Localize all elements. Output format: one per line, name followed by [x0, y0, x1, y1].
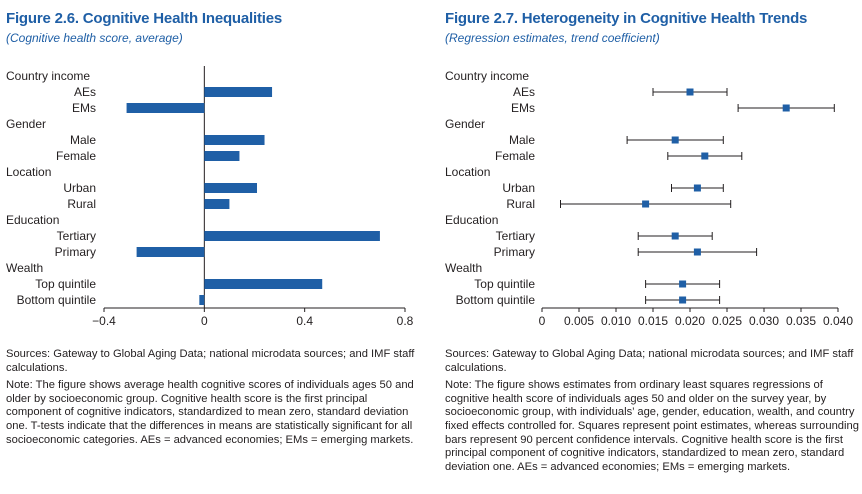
figure-title: Figure 2.6. Cognitive Health Inequalitie…	[6, 10, 283, 27]
x-tick-label: 0	[201, 314, 208, 328]
note-text: Note: The figure shows estimates from or…	[445, 379, 859, 473]
x-tick-label: 0.040	[823, 314, 853, 328]
group-label: Country income	[445, 69, 529, 83]
category-label: Tertiary	[496, 229, 535, 243]
figure-subtitle: (Cognitive health score, average)	[6, 31, 183, 45]
category-label: Top quintile	[35, 277, 96, 291]
category-label: Urban	[502, 181, 535, 195]
figure-2-6-panel: Figure 2.6. Cognitive Health Inequalitie…	[0, 0, 425, 494]
bar	[136, 247, 205, 257]
interval-chart: Country income AEs EMs Gender Male Female Loca…	[445, 69, 853, 328]
x-tick-label: 0.025	[712, 314, 742, 328]
bar	[204, 183, 258, 193]
point-estimate	[671, 136, 679, 144]
sources-text: Sources: Gateway to Global Aging Data; n…	[445, 348, 854, 374]
x-tick-label: 0.020	[675, 314, 705, 328]
point-estimate	[642, 200, 650, 208]
category-label: Urban	[63, 181, 96, 195]
category-label: AEs	[513, 85, 535, 99]
figure-notes: Sources: Gateway to Global Aging Data; n…	[445, 348, 859, 478]
point-estimate	[686, 88, 694, 96]
point-estimate	[679, 280, 687, 288]
category-label: AEs	[74, 85, 96, 99]
bar	[126, 103, 205, 113]
point-estimate	[782, 104, 790, 112]
category-label: Female	[56, 149, 96, 163]
point-estimate	[679, 296, 687, 304]
x-tick-label: 0.030	[749, 314, 779, 328]
bar	[204, 87, 273, 97]
bar	[204, 231, 380, 241]
figure-2-7-panel: Figure 2.7. Heterogeneity in Cognitive H…	[437, 0, 862, 494]
bar	[204, 151, 240, 161]
figure-notes: Sources: Gateway to Global Aging Data; n…	[6, 348, 418, 451]
bar-chart: Country income AEs EMs Gender Male Female Loca…	[6, 66, 414, 328]
group-label: Gender	[6, 117, 46, 131]
category-label: Bottom quintile	[17, 293, 97, 307]
sources-text: Sources: Gateway to Global Aging Data; n…	[6, 348, 415, 374]
bar	[204, 279, 323, 289]
group-label: Country income	[6, 69, 90, 83]
point-estimate	[701, 152, 709, 160]
group-label: Gender	[445, 117, 485, 131]
x-tick-label: 0.015	[638, 314, 668, 328]
x-tick-label: 0.4	[296, 314, 313, 328]
category-label: Primary	[55, 245, 96, 259]
group-label: Location	[6, 165, 51, 179]
point-estimate	[671, 232, 679, 240]
category-label: EMs	[72, 101, 96, 115]
x-tick-label: 0.035	[786, 314, 816, 328]
category-label: Male	[509, 133, 535, 147]
figure-title: Figure 2.7. Heterogeneity in Cognitive H…	[445, 10, 808, 27]
group-label: Education	[445, 213, 498, 227]
group-label: Wealth	[6, 261, 43, 275]
group-label: Wealth	[445, 261, 482, 275]
group-label: Location	[445, 165, 490, 179]
category-label: Bottom quintile	[456, 293, 536, 307]
category-label: Primary	[494, 245, 535, 259]
point-estimate	[693, 248, 701, 256]
figure-subtitle: (Regression estimates, trend coefficient…	[445, 31, 660, 45]
bar	[199, 295, 205, 305]
category-label: Rural	[67, 197, 96, 211]
x-tick-label: −0.4	[92, 314, 116, 328]
x-tick-label: 0.010	[601, 314, 631, 328]
category-label: Female	[495, 149, 535, 163]
bar	[204, 199, 230, 209]
x-tick-label: 0	[539, 314, 546, 328]
group-label: Education	[6, 213, 59, 227]
point-estimate	[693, 184, 701, 192]
category-label: Rural	[506, 197, 535, 211]
category-label: Tertiary	[57, 229, 96, 243]
category-label: Male	[70, 133, 96, 147]
bar	[204, 135, 265, 145]
note-text: Note: The figure shows average health co…	[6, 379, 414, 446]
category-label: EMs	[511, 101, 535, 115]
category-label: Top quintile	[474, 277, 535, 291]
x-tick-label: 0.005	[564, 314, 594, 328]
x-tick-label: 0.8	[397, 314, 414, 328]
